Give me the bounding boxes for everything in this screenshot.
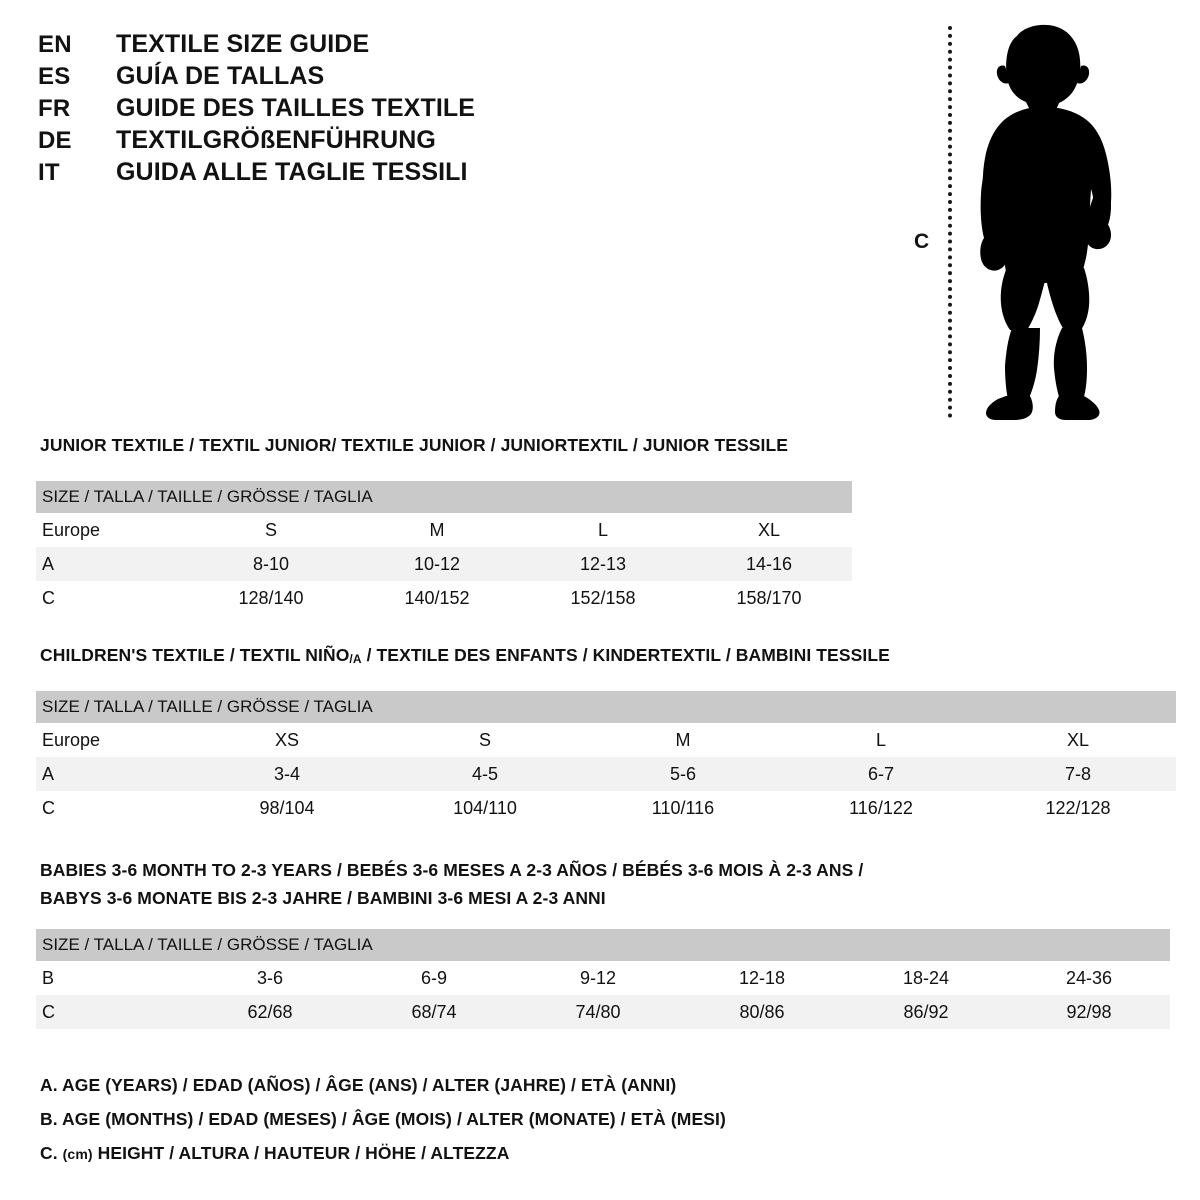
children-row-c: C 98/104 104/110 110/116 116/122 122/128 bbox=[36, 791, 1177, 825]
child-silhouette-icon bbox=[980, 24, 1112, 420]
children-cell-a-3: 6-7 bbox=[782, 757, 980, 791]
children-cell-c-0: 98/104 bbox=[188, 791, 386, 825]
children-row-a: A 3-4 4-5 5-6 6-7 7-8 bbox=[36, 757, 1177, 791]
babies-row-label-b: B bbox=[36, 961, 188, 995]
junior-cell-europe-0: S bbox=[188, 513, 354, 547]
language-code-en: EN bbox=[38, 31, 72, 58]
junior-section-heading: JUNIOR TEXTILE / TEXTIL JUNIOR/ TEXTILE … bbox=[40, 435, 789, 455]
language-code-es: ES bbox=[38, 63, 71, 90]
guide-title-it: GUIDA ALLE TAGLIE TESSILI bbox=[116, 158, 468, 186]
children-cell-europe-1: S bbox=[386, 723, 584, 757]
babies-cell-c-2: 74/80 bbox=[516, 995, 680, 1029]
legend-line-a: A. AGE (YEARS) / EDAD (AÑOS) / ÂGE (ANS)… bbox=[40, 1075, 677, 1095]
junior-cell-a-3: 14-16 bbox=[686, 547, 853, 581]
language-row-de: DE TEXTILGRÖßENFÜHRUNG bbox=[38, 126, 598, 158]
junior-cell-europe-2: L bbox=[520, 513, 686, 547]
legend-c-unit: (cm) bbox=[62, 1146, 93, 1162]
children-row-europe: Europe XS S M L XL bbox=[36, 723, 1177, 757]
height-marker-label: C bbox=[914, 230, 930, 253]
babies-cell-c-3: 80/86 bbox=[680, 995, 844, 1029]
junior-cell-europe-1: M bbox=[354, 513, 520, 547]
junior-table-band-header: SIZE / TALLA / TAILLE / GRÖSSE / TAGLIA bbox=[36, 481, 853, 513]
junior-cell-c-3: 158/170 bbox=[686, 581, 853, 615]
children-row-label-europe: Europe bbox=[36, 723, 188, 757]
babies-cell-b-1: 6-9 bbox=[352, 961, 516, 995]
legend-line-c: C. (cm) HEIGHT / ALTURA / HAUTEUR / HÖHE… bbox=[40, 1136, 940, 1171]
babies-row-b: B 3-6 6-9 9-12 12-18 18-24 24-36 bbox=[36, 961, 1171, 995]
language-code-fr: FR bbox=[38, 95, 71, 122]
children-cell-europe-2: M bbox=[584, 723, 782, 757]
guide-title-fr: GUIDE DES TAILLES TEXTILE bbox=[116, 94, 476, 122]
height-measurement-figure: C bbox=[900, 12, 1130, 422]
junior-size-table: SIZE / TALLA / TAILLE / GRÖSSE / TAGLIA … bbox=[36, 481, 853, 615]
babies-cell-b-5: 24-36 bbox=[1008, 961, 1171, 995]
children-cell-a-4: 7-8 bbox=[980, 757, 1177, 791]
legend-line-b: B. AGE (MONTHS) / EDAD (MESES) / ÂGE (MO… bbox=[40, 1109, 726, 1129]
babies-section-heading-line2: BABYS 3-6 MONATE BIS 2-3 JAHRE / BAMBINI… bbox=[40, 888, 606, 908]
babies-band-label: SIZE / TALLA / TAILLE / GRÖSSE / TAGLIA bbox=[36, 929, 1171, 961]
babies-cell-b-2: 9-12 bbox=[516, 961, 680, 995]
junior-band-label: SIZE / TALLA / TAILLE / GRÖSSE / TAGLIA bbox=[36, 481, 853, 513]
language-header-block: EN TEXTILE SIZE GUIDE ES GUÍA DE TALLAS … bbox=[38, 30, 598, 190]
babies-cell-c-0: 62/68 bbox=[188, 995, 352, 1029]
children-cell-a-0: 3-4 bbox=[188, 757, 386, 791]
junior-cell-a-0: 8-10 bbox=[188, 547, 354, 581]
babies-row-label-c: C bbox=[36, 995, 188, 1029]
language-code-de: DE bbox=[38, 127, 72, 154]
children-cell-c-4: 122/128 bbox=[980, 791, 1177, 825]
legend-c-rest: HEIGHT / ALTURA / HAUTEUR / HÖHE / ALTEZ… bbox=[92, 1143, 510, 1163]
babies-row-c: C 62/68 68/74 74/80 80/86 86/92 92/98 bbox=[36, 995, 1171, 1029]
language-row-en: EN TEXTILE SIZE GUIDE bbox=[38, 30, 598, 62]
children-section-heading: CHILDREN'S TEXTILE / TEXTIL NIÑO/A / TEX… bbox=[40, 645, 890, 666]
legend-c-prefix: C. bbox=[40, 1143, 63, 1163]
children-cell-c-2: 110/116 bbox=[584, 791, 782, 825]
children-table-band-header: SIZE / TALLA / TAILLE / GRÖSSE / TAGLIA bbox=[36, 691, 1177, 723]
children-size-table: SIZE / TALLA / TAILLE / GRÖSSE / TAGLIA … bbox=[36, 691, 1177, 825]
babies-size-table: SIZE / TALLA / TAILLE / GRÖSSE / TAGLIA … bbox=[36, 929, 1171, 1029]
junior-cell-c-0: 128/140 bbox=[188, 581, 354, 615]
junior-row-europe: Europe S M L XL bbox=[36, 513, 853, 547]
babies-cell-b-3: 12-18 bbox=[680, 961, 844, 995]
children-heading-pre: CHILDREN'S TEXTILE / TEXTIL NIÑO bbox=[40, 645, 350, 665]
children-band-label: SIZE / TALLA / TAILLE / GRÖSSE / TAGLIA bbox=[36, 691, 1177, 723]
children-heading-post: / TEXTILE DES ENFANTS / KINDERTEXTIL / B… bbox=[361, 645, 890, 665]
children-cell-c-3: 116/122 bbox=[782, 791, 980, 825]
children-cell-europe-0: XS bbox=[188, 723, 386, 757]
children-row-label-a: A bbox=[36, 757, 188, 791]
junior-cell-a-2: 12-13 bbox=[520, 547, 686, 581]
children-cell-europe-3: L bbox=[782, 723, 980, 757]
junior-row-label-a: A bbox=[36, 547, 188, 581]
babies-section-heading-line1: BABIES 3-6 MONTH TO 2-3 YEARS / BEBÉS 3-… bbox=[40, 860, 864, 880]
junior-row-label-c: C bbox=[36, 581, 188, 615]
junior-row-a: A 8-10 10-12 12-13 14-16 bbox=[36, 547, 853, 581]
language-row-it: IT GUIDA ALLE TAGLIE TESSILI bbox=[38, 158, 598, 190]
babies-cell-b-4: 18-24 bbox=[844, 961, 1008, 995]
junior-row-c: C 128/140 140/152 152/158 158/170 bbox=[36, 581, 853, 615]
language-row-es: ES GUÍA DE TALLAS bbox=[38, 62, 598, 94]
babies-cell-c-4: 86/92 bbox=[844, 995, 1008, 1029]
babies-table-band-header: SIZE / TALLA / TAILLE / GRÖSSE / TAGLIA bbox=[36, 929, 1171, 961]
junior-cell-c-1: 140/152 bbox=[354, 581, 520, 615]
language-row-fr: FR GUIDE DES TAILLES TEXTILE bbox=[38, 94, 598, 126]
junior-cell-a-1: 10-12 bbox=[354, 547, 520, 581]
children-cell-a-1: 4-5 bbox=[386, 757, 584, 791]
guide-title-de: TEXTILGRÖßENFÜHRUNG bbox=[116, 126, 436, 154]
children-cell-a-2: 5-6 bbox=[584, 757, 782, 791]
children-row-label-c: C bbox=[36, 791, 188, 825]
children-cell-c-1: 104/110 bbox=[386, 791, 584, 825]
junior-row-label-europe: Europe bbox=[36, 513, 188, 547]
junior-cell-europe-3: XL bbox=[686, 513, 853, 547]
guide-title-es: GUÍA DE TALLAS bbox=[116, 62, 325, 90]
babies-cell-c-5: 92/98 bbox=[1008, 995, 1171, 1029]
measurement-legend: A. AGE (YEARS) / EDAD (AÑOS) / ÂGE (ANS)… bbox=[40, 1068, 940, 1171]
babies-cell-c-1: 68/74 bbox=[352, 995, 516, 1029]
babies-cell-b-0: 3-6 bbox=[188, 961, 352, 995]
junior-cell-c-2: 152/158 bbox=[520, 581, 686, 615]
language-code-it: IT bbox=[38, 159, 60, 186]
children-heading-subscript: /A bbox=[349, 652, 362, 666]
guide-title-en: TEXTILE SIZE GUIDE bbox=[116, 30, 370, 58]
children-cell-europe-4: XL bbox=[980, 723, 1177, 757]
height-dotted-guideline bbox=[948, 26, 952, 418]
